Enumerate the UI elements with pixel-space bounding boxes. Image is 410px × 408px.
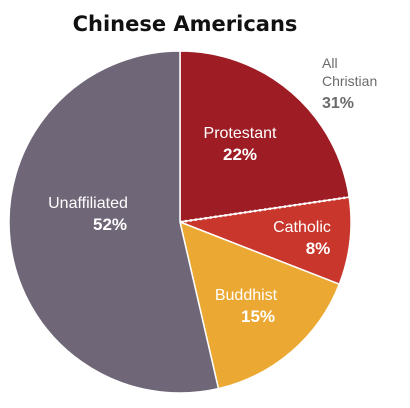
chart-title: Chinese Americans: [73, 12, 298, 36]
callout-value: 31%: [322, 95, 354, 112]
slice-label-protestant: Protestant: [204, 125, 277, 142]
callout-label-line1: All: [322, 55, 338, 71]
slice-label-buddhist: Buddhist: [215, 287, 278, 304]
slice-label-unaffiliated: Unaffiliated: [48, 195, 128, 212]
slice-value-protestant: 22%: [223, 145, 257, 164]
all-christian-callout: All Christian 31%: [322, 55, 377, 112]
slice-value-catholic: 8%: [306, 239, 331, 258]
slice-label-catholic: Catholic: [273, 219, 331, 236]
slice-value-unaffiliated: 52%: [93, 215, 127, 234]
slice-value-buddhist: 15%: [241, 307, 275, 326]
callout-label-line2: Christian: [322, 73, 377, 89]
